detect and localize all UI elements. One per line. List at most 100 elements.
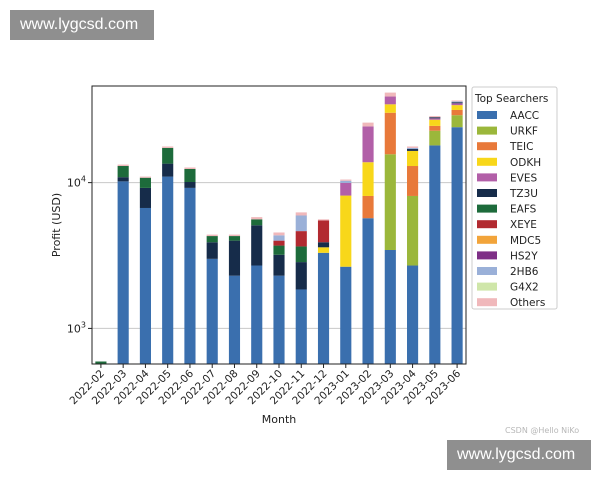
legend-swatch-Others: [477, 298, 497, 307]
bar-AACC-2023-05: [429, 145, 441, 364]
bar-Others-2022-07: [206, 234, 218, 237]
bar-TZ3U-2022-08: [228, 240, 241, 276]
bar-ODKH-2023-03: [384, 104, 396, 113]
legend-label-MDC5: MDC5: [510, 235, 541, 247]
legend: Top Searchers AACC URKF TEIC ODKH EVES TZ3U EA…: [471, 86, 558, 310]
legend-swatch-G4X2: [477, 282, 497, 291]
bar-TZ3U-2022-04: [139, 187, 151, 208]
y-tick-label-1: 104: [67, 175, 86, 190]
watermark-top: www.lygcsd.com: [10, 10, 154, 40]
bar-Others-2022-05: [162, 146, 174, 148]
bar-TZ3U-2023-04: [407, 149, 419, 151]
bar-ODKH-2023-05: [429, 119, 441, 126]
bar-EAFS-2022-10: [273, 245, 285, 255]
bar-TZ3U-2022-06: [184, 181, 196, 188]
bar-Others-2022-04: [139, 176, 151, 178]
legend-swatch-TZ3U: [477, 189, 497, 197]
legend-label-EVES: EVES: [510, 172, 537, 184]
bar-EAFS-2022-04: [139, 177, 151, 188]
bar-XEYE-2022-12: [317, 220, 330, 243]
legend-label-AACC: AACC: [510, 110, 539, 122]
credit-text: CSDN @Hello NiKo: [505, 426, 580, 435]
legend-swatch-AACC: [477, 111, 497, 119]
bar-TZ3U-2022-10: [273, 254, 285, 276]
y-tick-label-0: 103: [67, 320, 86, 335]
x-axis-label: Month: [262, 413, 297, 426]
bar-TZ3U-2023-05: [429, 117, 441, 119]
legend-title: Top Searchers: [474, 93, 548, 105]
bar-URKF-2023-06: [451, 115, 463, 128]
bar-Others-2022-08: [228, 234, 241, 237]
bar-2HB6-2022-10: [273, 235, 285, 241]
bar-TEIC-2023-05: [429, 125, 441, 131]
legend-label-2HB6: 2HB6: [510, 266, 539, 278]
bar-TZ3U-2022-11: [295, 262, 307, 290]
y-axis: 103 104: [67, 175, 92, 335]
bar-Others-2022-10: [273, 232, 285, 236]
bar-EAFS-2022-02: [95, 361, 107, 364]
bar-AACC-2022-06: [184, 187, 196, 364]
bar-Others-2023-01: [340, 179, 352, 181]
bar-URKF-2023-03: [384, 154, 396, 251]
x-axis: 2022-022022-032022-042022-052022-062022-…: [68, 364, 463, 407]
bar-TZ3U-2022-05: [162, 163, 174, 177]
legend-label-EAFS: EAFS: [510, 204, 537, 216]
legend-label-URKF: URKF: [510, 126, 538, 138]
watermark-bottom: www.lygcsd.com: [447, 440, 591, 470]
bar-AACC-2023-01: [340, 266, 352, 364]
bar-EVES-2023-01: [340, 182, 352, 196]
legend-swatch-2HB6: [477, 267, 497, 275]
bar-ODKH-2023-02: [362, 162, 374, 196]
bar-EAFS-2022-05: [162, 147, 174, 164]
bar-EVES-2023-06: [451, 103, 463, 106]
bar-TEIC-2023-04: [407, 166, 419, 196]
legend-swatch-EVES: [477, 173, 497, 182]
legend-swatch-XEYE: [477, 220, 497, 229]
legend-label-Others: Others: [510, 297, 545, 309]
bar-XEYE-2022-11: [295, 231, 307, 247]
bar-EAFS-2022-09: [251, 219, 263, 226]
bar-EAFS-2022-03: [117, 166, 129, 178]
bar-ODKH-2023-06: [451, 105, 463, 110]
legend-swatch-URKF: [477, 126, 497, 135]
bar-AACC-2022-11: [295, 289, 307, 364]
bar-TZ3U-2022-09: [251, 225, 263, 266]
legend-label-G4X2: G4X2: [510, 282, 539, 294]
bar-AACC-2022-04: [139, 207, 151, 364]
bar-TZ3U-2022-07: [206, 242, 218, 259]
bar-2HB6-2023-04: [407, 147, 419, 150]
bar-Others-2023-04: [407, 146, 419, 148]
bar-EAFS-2022-11: [295, 246, 307, 263]
legend-swatch-ODKH: [477, 157, 497, 166]
bar-TZ3U-2023-06: [451, 102, 463, 104]
bar-EAFS-2022-07: [206, 236, 218, 243]
bar-EAFS-2022-08: [228, 236, 241, 241]
legend-label-TEIC: TEIC: [509, 141, 533, 153]
bars: [95, 92, 463, 364]
bar-AACC-2022-09: [251, 265, 263, 364]
bar-TZ3U-2022-12: [317, 242, 330, 248]
bar-AACC-2023-04: [407, 265, 419, 364]
y-axis-label: Profit (USD): [50, 193, 63, 257]
bar-2HB6-2022-11: [295, 215, 307, 232]
bar-ODKH-2022-12: [317, 247, 330, 253]
bar-TEIC-2023-06: [451, 109, 463, 116]
bar-EAFS-2022-06: [184, 169, 196, 182]
bar-URKF-2023-04: [407, 195, 419, 266]
bar-XEYE-2022-10: [273, 240, 285, 246]
bar-Others-2022-11: [295, 212, 307, 216]
bar-TZ3U-2022-03: [117, 177, 129, 182]
bar-TEIC-2023-03: [384, 112, 396, 155]
bar-Others-2022-09: [251, 217, 263, 220]
legend-label-XEYE: XEYE: [510, 219, 537, 231]
bar-Others-2023-06: [451, 100, 463, 102]
bar-AACC-2023-03: [384, 250, 396, 364]
legend-swatch-TEIC: [477, 142, 497, 151]
bar-Others-2023-03: [384, 92, 396, 97]
bar-Others-2023-05: [429, 116, 441, 118]
bar-ODKH-2023-01: [340, 195, 352, 267]
legend-label-HS2Y: HS2Y: [510, 250, 538, 262]
bar-AACC-2022-05: [162, 176, 174, 364]
bar-AACC-2023-02: [362, 218, 374, 364]
bar-EVES-2023-02: [362, 126, 374, 163]
